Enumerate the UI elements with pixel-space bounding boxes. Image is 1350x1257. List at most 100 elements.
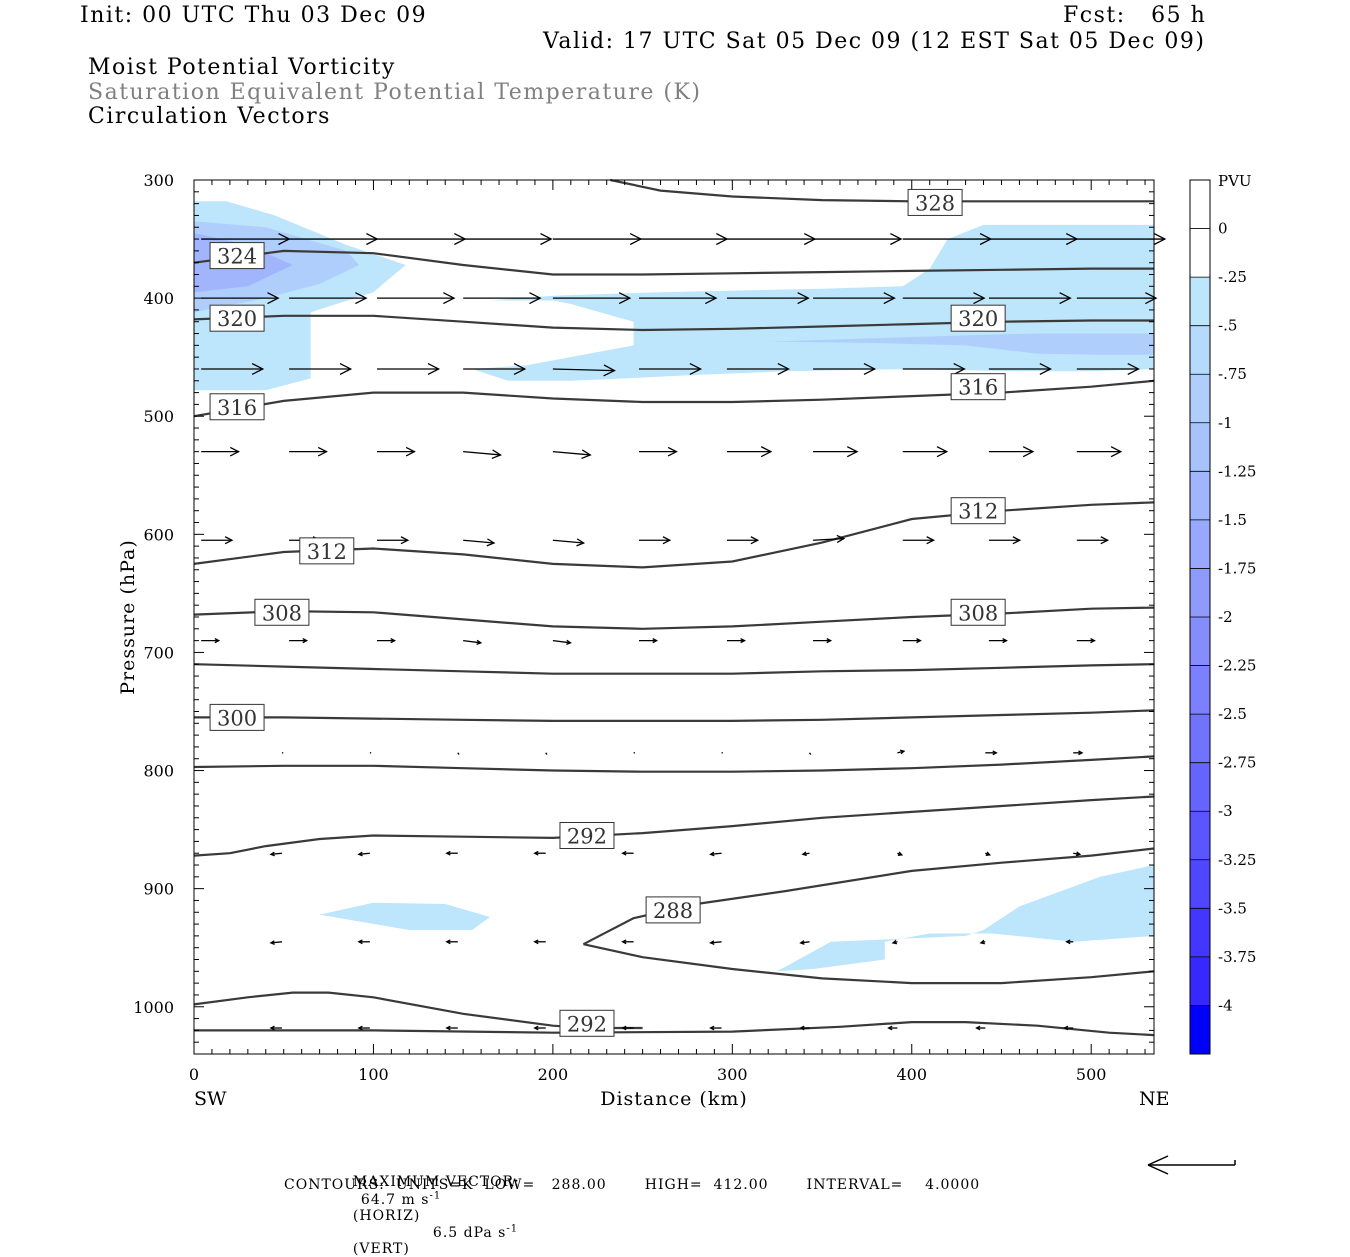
vector-head — [445, 850, 451, 856]
contour-label-box — [299, 537, 355, 565]
contour-label: 288 — [645, 896, 701, 924]
wind-vector — [269, 940, 282, 945]
vector-head — [883, 292, 896, 305]
vector-head — [476, 639, 483, 645]
contour-label-box — [645, 896, 701, 924]
vector-head — [891, 939, 898, 945]
wind-vector — [813, 233, 903, 246]
valid-time: Valid: 17 UTC Sat 05 Dec 09 (12 EST Sat … — [543, 29, 1206, 54]
wind-vector — [813, 362, 877, 376]
wind-vector — [377, 446, 416, 457]
wind-vector — [639, 536, 672, 545]
vector-head — [486, 538, 496, 547]
colorbar-swatch — [1190, 180, 1210, 230]
wind-vector — [463, 362, 527, 376]
pv-region — [777, 865, 1154, 972]
vector-head — [302, 638, 309, 644]
vector-head — [445, 1025, 451, 1031]
contour-info: CONTOURS: UNITS=K LOW= 288.00 HIGH= 412.… — [284, 1177, 981, 1193]
contour-label: 312 — [299, 537, 355, 565]
vector-shaft — [545, 752, 548, 755]
vector-head — [269, 940, 275, 945]
theta-contour — [194, 1020, 1155, 1037]
vector-shaft — [710, 852, 722, 855]
y-tick-label: 300 — [143, 171, 174, 190]
vector-shaft — [808, 752, 812, 755]
vector-head — [705, 292, 718, 305]
vector-head — [317, 446, 328, 457]
x-tick-label: 200 — [538, 1065, 569, 1084]
wind-vector — [463, 233, 553, 246]
reference-vector — [1147, 1155, 1236, 1175]
vector-head — [445, 939, 451, 945]
wind-vector — [545, 752, 548, 755]
vector-head — [581, 449, 592, 460]
pv-region — [768, 333, 1154, 355]
wind-vector — [201, 446, 241, 457]
vector-head — [953, 362, 966, 376]
y-tick-label: 800 — [143, 762, 174, 781]
wind-vector — [201, 292, 280, 305]
vector-head — [443, 292, 456, 305]
colorbar-label: -4 — [1218, 996, 1233, 1014]
contour-label: 292 — [559, 822, 615, 849]
wind-vector — [552, 233, 643, 246]
wind-vector — [445, 1025, 458, 1031]
vector-head — [1059, 292, 1072, 305]
vector-head — [936, 446, 949, 458]
wind-vector — [709, 1025, 722, 1031]
wind-vector — [621, 850, 634, 856]
wind-vector — [988, 446, 1035, 458]
contour-label-box — [209, 242, 265, 270]
colorbar-label: -1.5 — [1218, 511, 1247, 529]
x-axis-title: Distance (km) — [600, 1088, 748, 1110]
colorbar-label: -2.75 — [1218, 754, 1256, 772]
wind-vector — [1073, 750, 1084, 756]
vector-head — [709, 1025, 715, 1031]
colorbar-swatch — [1190, 665, 1210, 715]
vector-head — [846, 446, 859, 458]
wind-vector — [639, 233, 729, 246]
wind-vector — [552, 292, 632, 305]
vector-head — [1090, 638, 1096, 644]
vector-head — [992, 750, 998, 756]
vector-head — [390, 638, 397, 644]
wind-vector — [902, 536, 936, 545]
colorbar-swatch — [1190, 422, 1210, 472]
contour-label-text: 324 — [217, 245, 257, 269]
vector-head — [1002, 638, 1008, 644]
x-tick-label: 400 — [896, 1065, 927, 1084]
contour-label: 328 — [907, 188, 963, 216]
vector-head — [1100, 536, 1110, 545]
vector-head — [267, 292, 280, 305]
vector-head — [926, 536, 936, 545]
vector-head — [566, 639, 572, 645]
vector-head — [916, 638, 922, 644]
vector-shaft — [457, 752, 460, 755]
contour-label-text: 292 — [567, 1012, 607, 1036]
vector-head — [1145, 292, 1158, 305]
contour-label-box — [209, 304, 265, 332]
y-tick-label: 900 — [143, 880, 174, 899]
theta-contour — [193, 501, 1155, 569]
circulation-vectors — [201, 233, 1167, 1031]
wind-vector — [813, 534, 846, 544]
vector-head — [355, 292, 368, 305]
colorbar-swatch — [1190, 956, 1210, 1006]
contour-label: 292 — [559, 1009, 615, 1037]
colorbar-swatch — [1190, 859, 1210, 909]
contour-label: 312 — [950, 497, 1006, 525]
colorbar-swatch — [1190, 762, 1210, 812]
contour-label: 320 — [950, 304, 1006, 332]
wind-vector — [709, 851, 722, 857]
wind-vector — [726, 292, 810, 305]
colorbar-label: 0 — [1218, 220, 1228, 238]
wind-vector — [445, 850, 458, 856]
wind-vector — [988, 638, 1008, 644]
wind-vector — [1076, 362, 1140, 376]
wind-vector — [377, 638, 397, 644]
colorbar-label: -3 — [1218, 802, 1233, 820]
colorbar-label: -2 — [1218, 608, 1233, 626]
field-title-theta: Saturation Equivalent Potential Temperat… — [88, 80, 702, 105]
colorbar-swatch — [1190, 519, 1210, 569]
